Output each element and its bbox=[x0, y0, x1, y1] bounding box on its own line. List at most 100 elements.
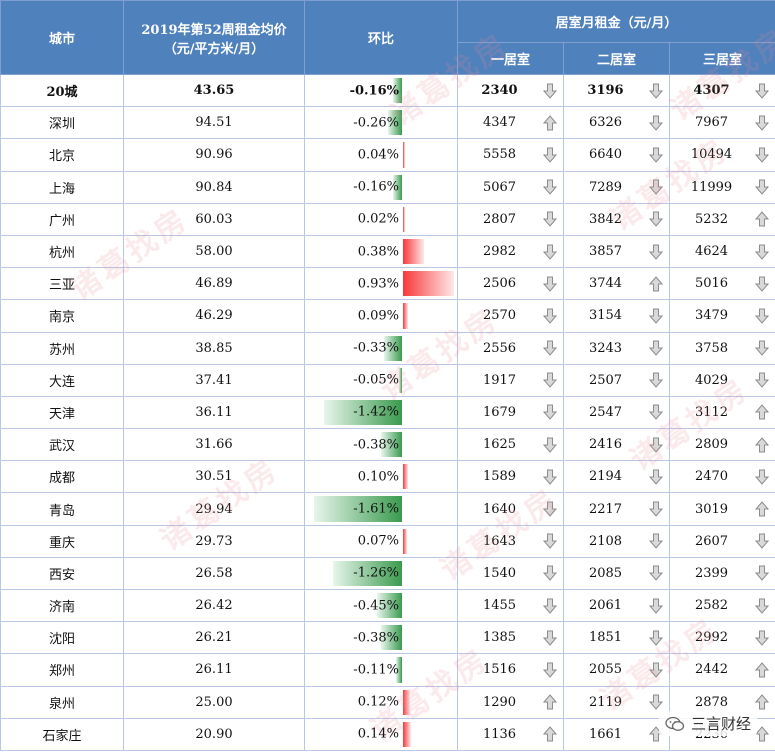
room1-rent: 1589 bbox=[482, 469, 517, 485]
room3-rent: 4029 bbox=[694, 372, 729, 388]
table-row: 杭州 58.00 0.38% 2982 3857 4624 bbox=[0, 234, 775, 269]
arrow-down-icon bbox=[755, 372, 770, 389]
arrow-down-icon bbox=[649, 147, 663, 163]
room3-rent: 2399 bbox=[694, 565, 729, 581]
room2-rent: 2119 bbox=[588, 694, 623, 710]
arrow-down-icon bbox=[649, 565, 663, 582]
arrow-down-icon bbox=[649, 598, 663, 614]
arrow-down-icon bbox=[543, 469, 557, 485]
room1-rent-cell: 1516 bbox=[457, 653, 564, 687]
room2-rent: 6326 bbox=[588, 115, 623, 131]
room2-rent-cell: 2119 bbox=[563, 685, 670, 719]
room2-rent: 2416 bbox=[588, 437, 623, 453]
room1-rent-cell: 2807 bbox=[457, 202, 564, 236]
arrow-down-icon bbox=[649, 469, 663, 485]
room1-rent: 2570 bbox=[482, 308, 517, 324]
change-bar bbox=[403, 721, 411, 747]
change-cell: 0.14% bbox=[304, 717, 458, 751]
arrow-down-icon bbox=[755, 115, 770, 131]
city-cell: 杭州 bbox=[0, 234, 124, 269]
city-cell: 20城 bbox=[0, 73, 124, 108]
room2-rent: 2055 bbox=[588, 662, 623, 678]
change-value: 0.93% bbox=[357, 276, 399, 292]
arrow-down-icon bbox=[649, 340, 663, 356]
change-value: -0.26% bbox=[353, 115, 399, 131]
arrow-down-icon bbox=[755, 308, 770, 324]
room3-rent-cell: 3019 bbox=[668, 492, 775, 526]
change-value: -0.33% bbox=[353, 340, 399, 356]
change-value: 0.04% bbox=[357, 147, 399, 163]
room2-rent: 2217 bbox=[588, 501, 623, 517]
room2-rent: 7289 bbox=[588, 179, 623, 195]
header-price: 2019年第52周租金均价 （元/平方米/月） bbox=[123, 0, 305, 75]
arrow-up-icon bbox=[755, 501, 770, 517]
change-value: 0.09% bbox=[357, 308, 399, 324]
price-cell: 60.03 bbox=[123, 202, 305, 236]
city-cell: 南京 bbox=[0, 299, 124, 333]
change-cell: -0.16% bbox=[304, 73, 458, 108]
change-bar bbox=[324, 399, 402, 426]
change-value: -0.11% bbox=[353, 662, 399, 678]
room1-rent-cell: 1455 bbox=[457, 588, 564, 623]
room1-rent: 2982 bbox=[482, 244, 517, 260]
room1-rent: 1516 bbox=[482, 662, 517, 678]
arrow-up-icon bbox=[755, 662, 770, 678]
change-value: -1.42% bbox=[353, 404, 399, 420]
room2-rent-cell: 2547 bbox=[563, 395, 670, 430]
price-cell: 90.96 bbox=[123, 138, 305, 172]
change-bar bbox=[381, 625, 402, 651]
arrow-down-icon bbox=[649, 372, 663, 389]
arrow-down-icon bbox=[649, 662, 663, 678]
city-cell: 北京 bbox=[0, 138, 124, 172]
arrow-down-icon bbox=[543, 308, 557, 324]
room1-rent: 1625 bbox=[482, 437, 517, 453]
change-bar bbox=[393, 174, 402, 200]
room3-rent-cell: 4624 bbox=[668, 234, 775, 269]
change-cell: 0.02% bbox=[304, 202, 458, 236]
room2-rent: 1851 bbox=[588, 630, 623, 646]
table-row: 天津 36.11 -1.42% 1679 2547 3112 bbox=[0, 395, 775, 430]
room3-rent: 7967 bbox=[694, 115, 729, 131]
change-value: -0.38% bbox=[353, 630, 399, 646]
city-cell: 广州 bbox=[0, 202, 124, 236]
room2-rent-cell: 7289 bbox=[563, 170, 670, 204]
room1-rent: 2556 bbox=[482, 340, 517, 356]
room2-rent-cell: 3243 bbox=[563, 331, 670, 365]
change-bar bbox=[383, 335, 402, 361]
table-row: 青岛 29.94 -1.61% 1640 2217 3019 bbox=[0, 492, 775, 526]
room1-rent-cell: 1917 bbox=[457, 363, 564, 397]
arrow-down-icon bbox=[649, 404, 663, 421]
arrow-down-icon bbox=[543, 565, 557, 582]
room3-rent-cell: 2399 bbox=[668, 556, 775, 591]
city-cell: 济南 bbox=[0, 588, 124, 623]
room1-rent-cell: 2506 bbox=[457, 267, 564, 301]
arrow-up-icon bbox=[543, 694, 557, 710]
change-cell: -0.16% bbox=[304, 170, 458, 204]
room2-rent: 2194 bbox=[588, 469, 623, 485]
arrow-up-icon bbox=[543, 726, 557, 742]
change-bar bbox=[387, 110, 402, 136]
room3-rent: 2470 bbox=[694, 469, 729, 485]
room3-rent: 5232 bbox=[694, 211, 729, 227]
brand-name: 三言财经 bbox=[690, 715, 751, 733]
header-price-line2: （元/平方米/月） bbox=[163, 41, 265, 57]
price-cell: 20.90 bbox=[123, 717, 305, 751]
room1-rent-cell: 2556 bbox=[457, 331, 564, 365]
price-cell: 36.11 bbox=[123, 395, 305, 430]
arrow-up-icon bbox=[649, 275, 663, 292]
change-value: 0.38% bbox=[357, 244, 399, 260]
change-bar bbox=[403, 142, 406, 168]
arrow-down-icon bbox=[755, 147, 770, 163]
room3-rent: 10494 bbox=[690, 147, 733, 163]
room3-rent: 5016 bbox=[694, 276, 729, 292]
room3-rent-cell: 3479 bbox=[668, 299, 775, 333]
city-cell: 天津 bbox=[0, 395, 124, 430]
room2-rent: 3857 bbox=[588, 244, 623, 260]
arrow-down-icon bbox=[543, 244, 557, 260]
wechat-icon bbox=[665, 716, 685, 731]
change-value: 0.10% bbox=[357, 469, 399, 485]
room3-rent-cell: 2582 bbox=[668, 588, 775, 623]
table-row: 济南 26.42 -0.45% 1455 2061 2582 bbox=[0, 588, 775, 623]
room1-rent-cell: 1625 bbox=[457, 428, 564, 462]
city-cell: 武汉 bbox=[0, 428, 124, 462]
